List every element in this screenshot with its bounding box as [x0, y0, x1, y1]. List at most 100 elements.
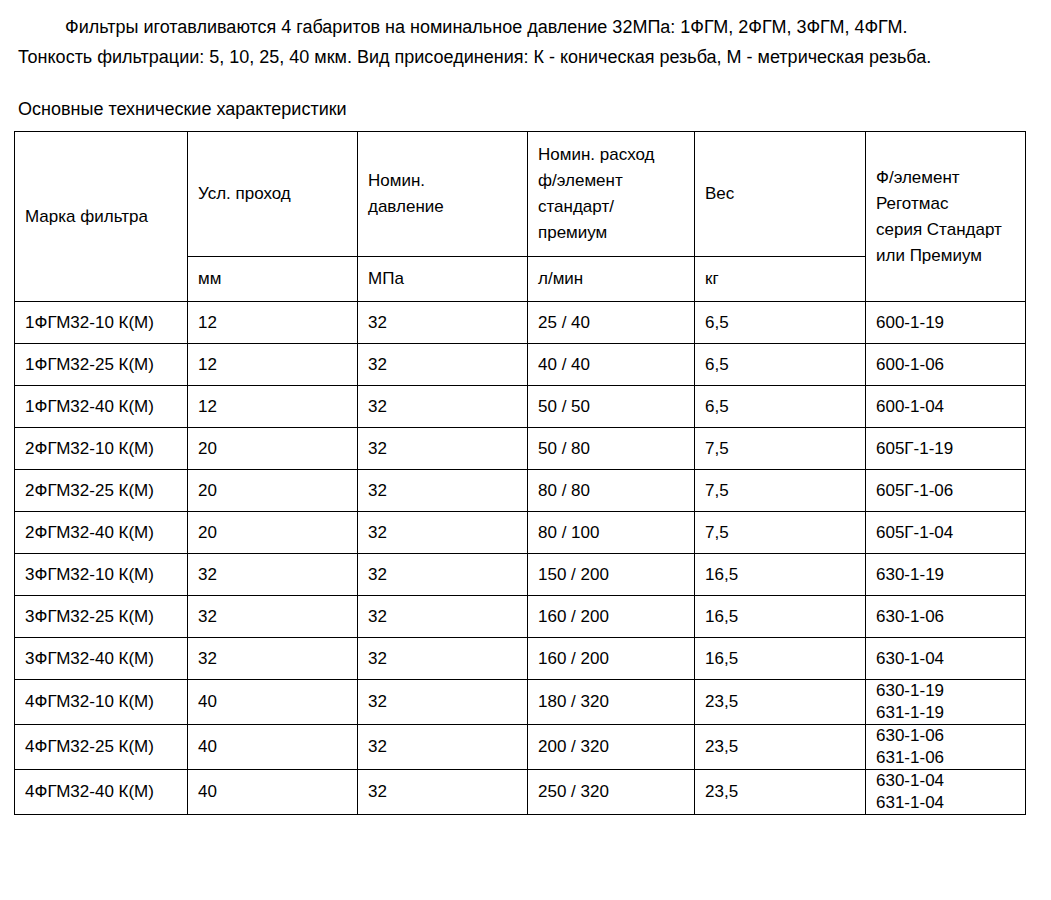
table-cell: 7,5 [695, 512, 866, 554]
table-cell: 32 [358, 428, 528, 470]
table-cell: 6,5 [695, 344, 866, 386]
table-cell: 23,5 [695, 770, 866, 815]
table-cell: 160 / 200 [528, 596, 695, 638]
table-cell: 80 / 100 [528, 512, 695, 554]
table-cell: 2ФГМ32-10 К(М) [15, 428, 188, 470]
table-cell: 16,5 [695, 596, 866, 638]
table-cell: 23,5 [695, 680, 866, 725]
table-cell: 150 / 200 [528, 554, 695, 596]
table-cell: 630-1-06 631-1-06 [866, 725, 1026, 770]
table-cell: 160 / 200 [528, 638, 695, 680]
col-header-nominal-flow: Номин. расход ф/элемент стандарт/ премиу… [528, 132, 695, 257]
section-heading: Основные технические характеристики [18, 96, 1037, 122]
specs-table-header: Марка фильтра Усл. проход Номин. давлени… [15, 132, 1026, 302]
col-header-conditional-passage: Усл. проход [188, 132, 358, 257]
table-cell: 50 / 80 [528, 428, 695, 470]
table-cell: 6,5 [695, 302, 866, 344]
table-cell: 605Г-1-19 [866, 428, 1026, 470]
table-row: 1ФГМ32-10 К(М)123225 / 406,5600-1-19 [15, 302, 1026, 344]
table-cell: 12 [188, 302, 358, 344]
unit-header-kg: кг [695, 257, 866, 302]
col-header-filter-element: Ф/элемент Реготмас серия Стандарт или Пр… [866, 132, 1026, 302]
table-cell: 32 [358, 725, 528, 770]
table-row: 4ФГМ32-10 К(М)4032180 / 32023,5630-1-19 … [15, 680, 1026, 725]
table-row: 3ФГМ32-25 К(М)3232160 / 20016,5630-1-06 [15, 596, 1026, 638]
table-cell: 4ФГМ32-10 К(М) [15, 680, 188, 725]
table-cell: 40 [188, 770, 358, 815]
table-cell: 630-1-04 631-1-04 [866, 770, 1026, 815]
table-cell: 600-1-04 [866, 386, 1026, 428]
table-cell: 630-1-06 [866, 596, 1026, 638]
table-cell: 2ФГМ32-40 К(М) [15, 512, 188, 554]
table-row: 4ФГМ32-25 К(М)4032200 / 32023,5630-1-06 … [15, 725, 1026, 770]
table-cell: 250 / 320 [528, 770, 695, 815]
table-cell: 32 [358, 470, 528, 512]
table-cell: 6,5 [695, 386, 866, 428]
table-row: 1ФГМ32-25 К(М)123240 / 406,5600-1-06 [15, 344, 1026, 386]
table-cell: 32 [358, 554, 528, 596]
table-cell: 7,5 [695, 470, 866, 512]
table-cell: 3ФГМ32-40 К(М) [15, 638, 188, 680]
table-cell: 32 [358, 680, 528, 725]
table-cell: 32 [188, 596, 358, 638]
table-cell: 605Г-1-04 [866, 512, 1026, 554]
table-cell: 20 [188, 470, 358, 512]
table-cell: 2ФГМ32-25 К(М) [15, 470, 188, 512]
specs-table: Марка фильтра Усл. проход Номин. давлени… [14, 131, 1026, 815]
table-row: 3ФГМ32-10 К(М)3232150 / 20016,5630-1-19 [15, 554, 1026, 596]
table-cell: 20 [188, 512, 358, 554]
table-cell: 23,5 [695, 725, 866, 770]
table-cell: 4ФГМ32-25 К(М) [15, 725, 188, 770]
table-cell: 630-1-19 631-1-19 [866, 680, 1026, 725]
table-row: 1ФГМ32-40 К(М)123250 / 506,5600-1-04 [15, 386, 1026, 428]
table-row: 4ФГМ32-40 К(М)4032250 / 32023,5630-1-04 … [15, 770, 1026, 815]
table-cell: 1ФГМ32-40 К(М) [15, 386, 188, 428]
table-cell: 1ФГМ32-25 К(М) [15, 344, 188, 386]
col-header-weight: Вес [695, 132, 866, 257]
table-cell: 40 [188, 680, 358, 725]
table-cell: 16,5 [695, 638, 866, 680]
table-cell: 32 [188, 638, 358, 680]
unit-header-mm: мм [188, 257, 358, 302]
table-row: 2ФГМ32-10 К(М)203250 / 807,5605Г-1-19 [15, 428, 1026, 470]
table-cell: 40 / 40 [528, 344, 695, 386]
table-cell: 50 / 50 [528, 386, 695, 428]
unit-header-mpa: МПа [358, 257, 528, 302]
table-cell: 600-1-19 [866, 302, 1026, 344]
table-cell: 16,5 [695, 554, 866, 596]
table-cell: 32 [188, 554, 358, 596]
col-header-nominal-pressure: Номин. давление [358, 132, 528, 257]
table-cell: 600-1-06 [866, 344, 1026, 386]
table-row: 2ФГМ32-25 К(М)203280 / 807,5605Г-1-06 [15, 470, 1026, 512]
table-cell: 3ФГМ32-25 К(М) [15, 596, 188, 638]
table-cell: 32 [358, 302, 528, 344]
table-cell: 32 [358, 512, 528, 554]
table-cell: 605Г-1-06 [866, 470, 1026, 512]
header-row-labels: Марка фильтра Усл. проход Номин. давлени… [15, 132, 1026, 257]
table-cell: 32 [358, 344, 528, 386]
table-cell: 25 / 40 [528, 302, 695, 344]
table-cell: 20 [188, 428, 358, 470]
specs-table-body: 1ФГМ32-10 К(М)123225 / 406,5600-1-191ФГМ… [15, 302, 1026, 815]
table-cell: 32 [358, 596, 528, 638]
table-cell: 630-1-19 [866, 554, 1026, 596]
col-header-filter-brand: Марка фильтра [15, 132, 188, 302]
table-cell: 80 / 80 [528, 470, 695, 512]
table-row: 2ФГМ32-40 К(М)203280 / 1007,5605Г-1-04 [15, 512, 1026, 554]
table-cell: 32 [358, 770, 528, 815]
table-cell: 12 [188, 386, 358, 428]
table-cell: 4ФГМ32-40 К(М) [15, 770, 188, 815]
unit-header-lmin: л/мин [528, 257, 695, 302]
table-cell: 32 [358, 386, 528, 428]
document-page: Фильтры иготавливаются 4 габаритов на но… [0, 0, 1051, 900]
table-cell: 7,5 [695, 428, 866, 470]
table-cell: 32 [358, 638, 528, 680]
table-cell: 200 / 320 [528, 725, 695, 770]
table-cell: 40 [188, 725, 358, 770]
table-cell: 1ФГМ32-10 К(М) [15, 302, 188, 344]
table-cell: 630-1-04 [866, 638, 1026, 680]
table-row: 3ФГМ32-40 К(М)3232160 / 20016,5630-1-04 [15, 638, 1026, 680]
table-cell: 180 / 320 [528, 680, 695, 725]
table-cell: 3ФГМ32-10 К(М) [15, 554, 188, 596]
intro-paragraph: Фильтры иготавливаются 4 габаритов на но… [18, 12, 958, 72]
